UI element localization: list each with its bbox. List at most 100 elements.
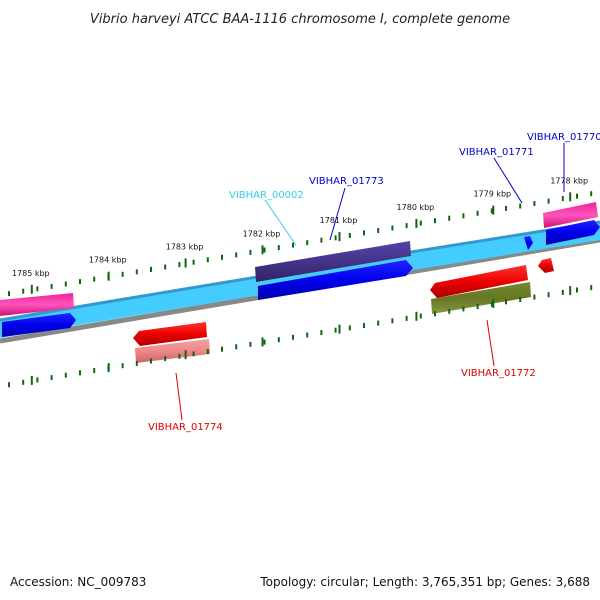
scale-dot (490, 208, 493, 214)
scale-dot (93, 276, 96, 282)
scale-dot (320, 330, 323, 336)
scale-dot (434, 311, 436, 317)
scale-dot (434, 218, 436, 224)
label-vibhar-00002[interactable]: VIBHAR_00002 (229, 190, 304, 201)
scale-dot (533, 201, 536, 206)
tick-label: 1778 kbp (550, 176, 588, 185)
upper-scale-track (8, 191, 593, 297)
scale-dot (178, 262, 181, 268)
scale-dot (164, 264, 167, 270)
major-tick (184, 258, 187, 268)
leader-00002 (264, 199, 297, 246)
scale-dot (79, 370, 81, 376)
scale-dot (8, 382, 10, 388)
label-vibhar-01774[interactable]: VIBHAR_01774 (148, 422, 223, 433)
scale-dot (121, 363, 124, 369)
gene-red-right (430, 265, 528, 298)
scale-dot (150, 266, 152, 272)
major-tick (492, 205, 495, 215)
scale-dot (164, 356, 167, 362)
tick-label: 1785 kbp (12, 269, 50, 278)
major-tick (338, 324, 341, 334)
scale-dot (8, 291, 10, 297)
scale-dot (334, 235, 337, 241)
major-tick (415, 311, 418, 321)
scale-dot (505, 299, 507, 305)
scale-dot (135, 269, 138, 275)
cds-forward-small (524, 236, 533, 250)
major-tick (261, 245, 264, 255)
scale-dot (490, 301, 493, 307)
major-tick (107, 271, 110, 281)
scale-dot (79, 279, 81, 285)
gene-navy (255, 241, 411, 282)
major-tick (107, 363, 110, 373)
scale-dot (249, 249, 252, 255)
scale-dot (334, 327, 337, 333)
tick-label: 1781 kbp (320, 216, 358, 225)
scale-dot (419, 313, 422, 319)
scale-dot (448, 308, 451, 314)
scale-dot (405, 223, 408, 229)
scale-dot (561, 289, 564, 295)
tick-label: 1779 kbp (473, 190, 511, 199)
scale-dot (221, 254, 223, 260)
cds-forward-right (546, 220, 600, 245)
scale-dot (50, 283, 53, 289)
cds-forward-middle (258, 260, 413, 300)
scale-dot (561, 196, 564, 202)
gene-red-left (133, 322, 207, 346)
scale-dot (462, 213, 465, 219)
scale-dot (590, 191, 593, 197)
scale-dot (519, 203, 522, 209)
tick-label: 1780 kbp (397, 203, 435, 212)
scale-dot (448, 215, 451, 221)
scale-dot (533, 294, 536, 300)
label-vibhar-01770[interactable]: VIBHAR_01770 (527, 132, 600, 143)
scale-dot (391, 318, 394, 324)
scale-dot (235, 252, 238, 258)
major-tick (184, 350, 187, 360)
lower-scale-track (8, 285, 593, 388)
scale-dot (476, 304, 479, 310)
major-tick (338, 232, 341, 242)
scale-dot (320, 237, 323, 243)
scale-dot (576, 193, 578, 199)
scale-dot (391, 225, 394, 231)
scale-dot (476, 210, 479, 216)
scale-dot (36, 286, 39, 292)
tick-label: 1782 kbp (243, 229, 281, 238)
scale-dot (363, 230, 365, 236)
label-vibhar-01772[interactable]: VIBHAR_01772 (461, 368, 536, 379)
gene-magenta-right (543, 202, 598, 228)
scale-dot (292, 334, 294, 340)
scale-dot (348, 325, 351, 331)
scale-dot (22, 288, 25, 294)
label-vibhar-01771[interactable]: VIBHAR_01771 (459, 147, 534, 158)
scale-dot (547, 292, 550, 298)
gene-olive (431, 282, 531, 314)
major-tick (569, 286, 572, 296)
scale-dot (277, 245, 280, 251)
scale-dot (22, 379, 25, 385)
major-tick (261, 337, 264, 347)
scale-dot (36, 377, 39, 383)
label-vibhar-01773[interactable]: VIBHAR_01773 (309, 176, 384, 187)
tick-label: 1784 kbp (89, 256, 127, 265)
leader-01771 (493, 157, 523, 204)
gene-red-small (538, 258, 554, 273)
scale-dot (150, 358, 152, 364)
scale-dot (192, 259, 195, 265)
scale-dot (377, 228, 380, 233)
scale-dot (547, 198, 550, 204)
map-title: Vibrio harveyi ATCC BAA-1116 chromosome … (90, 12, 510, 27)
scale-dot (249, 341, 252, 347)
scale-dot (50, 375, 53, 381)
tick-labels: 1785 kbp 1784 kbp 1783 kbp 1782 kbp 1781 kbp… (12, 176, 588, 277)
scale-dot (178, 353, 181, 359)
scale-dot (64, 281, 67, 287)
gene-pink (135, 339, 210, 363)
leader-01774 (175, 372, 183, 421)
scale-dot (505, 205, 507, 211)
